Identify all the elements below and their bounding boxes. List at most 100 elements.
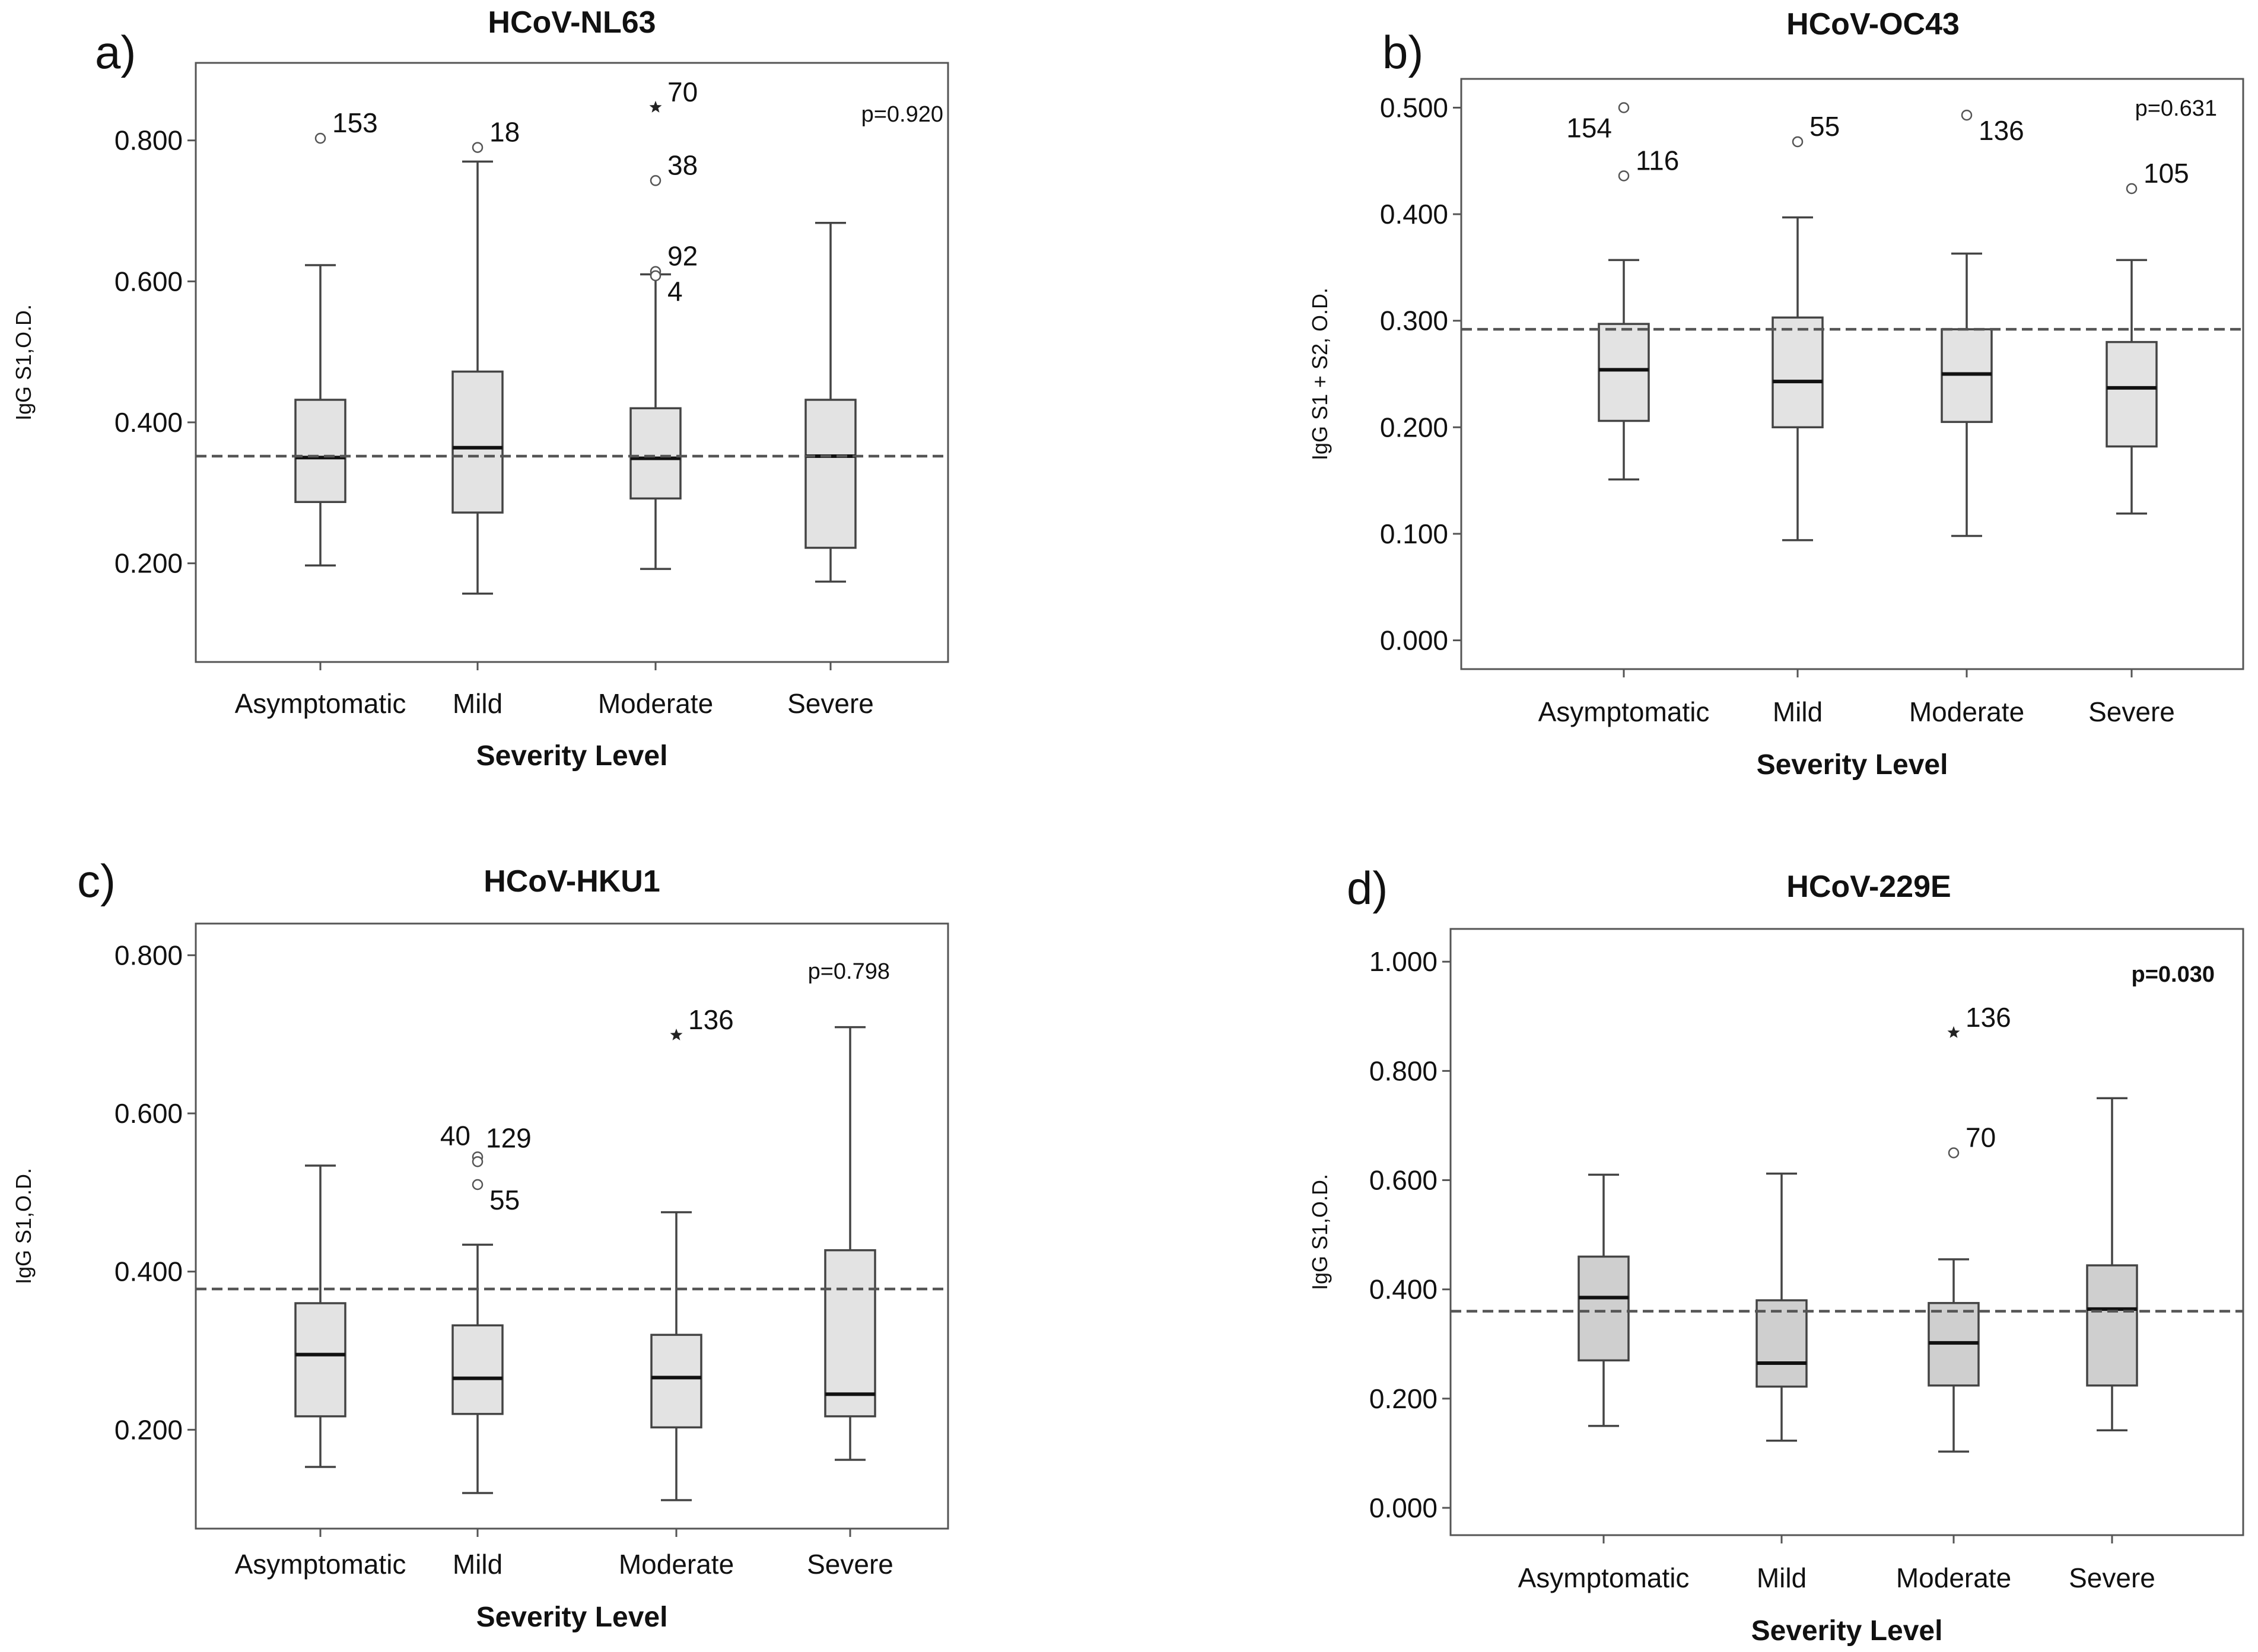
box-asymptomatic	[1578, 1173, 1630, 1427]
p-value: p=0.920	[861, 102, 943, 127]
outlier-point	[650, 270, 662, 282]
outlier-label: 129	[486, 1122, 532, 1153]
x-category-label: Asymptomatic	[235, 688, 406, 719]
plot-area	[195, 62, 949, 663]
panel-b: b) HCoV-OC43 0.000 0.100 0.200 0.300 0.400 0.50…	[1308, 7, 2244, 781]
outlier-point	[472, 142, 484, 153]
x-category-label: Severe	[807, 1549, 893, 1580]
outlier-point	[472, 1156, 484, 1167]
x-axis-label: Severity Level	[1751, 1615, 1943, 1647]
x-category-label: Mild	[1773, 696, 1823, 727]
y-tick-label: 0.400	[115, 1256, 183, 1287]
x-axis-label: Severity Level	[476, 740, 668, 772]
box-severe	[2086, 1097, 2138, 1431]
outlier-point	[1961, 109, 1973, 121]
y-tick-label: 0.200	[115, 548, 183, 579]
box-asymptomatic	[294, 1164, 346, 1468]
box-asymptomatic	[294, 264, 346, 566]
outlier-label: 55	[489, 1185, 520, 1215]
chart-title: HCoV-229E	[1786, 870, 1951, 904]
y-tick-label: 0.600	[115, 1098, 183, 1129]
box-severe	[804, 221, 857, 583]
y-axis-label: IgG S1,O.D.	[11, 1168, 36, 1284]
x-axis-label: Severity Level	[1757, 749, 1948, 781]
outlier-point	[650, 175, 662, 186]
outlier-point	[2126, 183, 2138, 195]
box-moderate	[650, 1211, 702, 1501]
iqr-box	[1598, 323, 1650, 422]
box-mild	[451, 1243, 504, 1494]
x-category-label: Asymptomatic	[1538, 696, 1710, 727]
x-category-label: Moderate	[619, 1549, 734, 1580]
outlier-star	[649, 100, 662, 113]
p-value: p=0.631	[2135, 96, 2217, 121]
iqr-box	[294, 399, 346, 504]
y-tick-label: 0.000	[1369, 1492, 1438, 1523]
y-tick-label: 0.800	[115, 125, 183, 156]
box-moderate	[629, 273, 682, 570]
outlier-label: 18	[489, 117, 520, 148]
y-tick-label: 0.400	[115, 407, 183, 438]
outlier-star	[1947, 1026, 1960, 1038]
outlier-point	[1792, 136, 1804, 148]
iqr-box	[1772, 316, 1824, 429]
outlier-label: 38	[667, 149, 698, 180]
box-moderate	[1941, 252, 1993, 537]
panel-d: d) HCoV-229E 0.000 0.200 0.400 0.600 0.800 1.00…	[1308, 862, 2244, 1647]
iqr-box	[1578, 1255, 1630, 1362]
box-mild	[1772, 216, 1824, 542]
x-category-label: Mild	[453, 688, 503, 719]
iqr-box	[451, 1324, 504, 1415]
x-category-label: Severe	[2088, 696, 2175, 727]
y-tick-label: 0.100	[1380, 518, 1448, 549]
outlier-label: 40	[440, 1120, 470, 1151]
x-category-label: Severe	[2069, 1562, 2155, 1593]
outlier-label: 55	[1809, 111, 1840, 142]
outlier-label: 153	[332, 107, 378, 138]
outlier-label: 136	[1966, 1002, 2011, 1033]
y-tick-label: 0.200	[1369, 1383, 1438, 1414]
iqr-box	[650, 1333, 702, 1429]
panel-letter: d)	[1347, 862, 1388, 914]
outlier-star	[670, 1029, 683, 1040]
iqr-box	[451, 370, 504, 514]
outlier-label: 92	[667, 241, 698, 272]
y-axis-label: IgG S1 + S2, O.D.	[1308, 288, 1332, 460]
box-asymptomatic	[1598, 259, 1650, 481]
y-axis-label: IgG S1,O.D.	[1308, 1174, 1332, 1290]
outlier-label: 105	[2143, 158, 2189, 189]
y-tick-label: 0.400	[1380, 199, 1448, 230]
x-category-label: Severe	[787, 688, 874, 719]
iqr-box	[629, 407, 682, 500]
x-category-label: Mild	[453, 1549, 503, 1580]
iqr-box	[1755, 1299, 1808, 1388]
box-severe	[824, 1026, 876, 1461]
outlier-point	[472, 1179, 484, 1191]
chart-title: HCoV-OC43	[1786, 7, 1960, 42]
chart-title: HCoV-NL63	[488, 5, 656, 40]
x-category-label: Asymptomatic	[235, 1549, 406, 1580]
outlier-label: 116	[1636, 145, 1679, 176]
iqr-box	[294, 1302, 346, 1418]
panel-letter: c)	[77, 855, 116, 907]
y-tick-label: 0.800	[115, 940, 183, 970]
panel-c: c) HCoV-HKU1 0.200 0.400 0.600 0.800 IgG S1,O.…	[11, 855, 949, 1633]
outlier-point	[1618, 170, 1630, 182]
iqr-box	[824, 1249, 876, 1418]
outlier-label: 70	[1966, 1122, 1996, 1153]
x-category-label: Moderate	[1909, 696, 2024, 727]
y-tick-label: 0.000	[1380, 625, 1448, 656]
x-category-label: Moderate	[598, 688, 713, 719]
panel-letter: b)	[1382, 26, 1423, 78]
box-moderate	[1928, 1258, 1980, 1453]
iqr-box	[2106, 340, 2158, 448]
outlier-point	[314, 132, 326, 144]
y-tick-label: 1.000	[1369, 946, 1438, 977]
plot-area	[1460, 78, 2244, 670]
y-tick-label: 0.400	[1369, 1274, 1438, 1305]
outlier-label: 70	[667, 77, 698, 107]
box-mild	[1755, 1172, 1808, 1442]
y-tick-label: 0.600	[115, 266, 183, 297]
y-axis-label: IgG S1,O.D.	[11, 304, 36, 421]
